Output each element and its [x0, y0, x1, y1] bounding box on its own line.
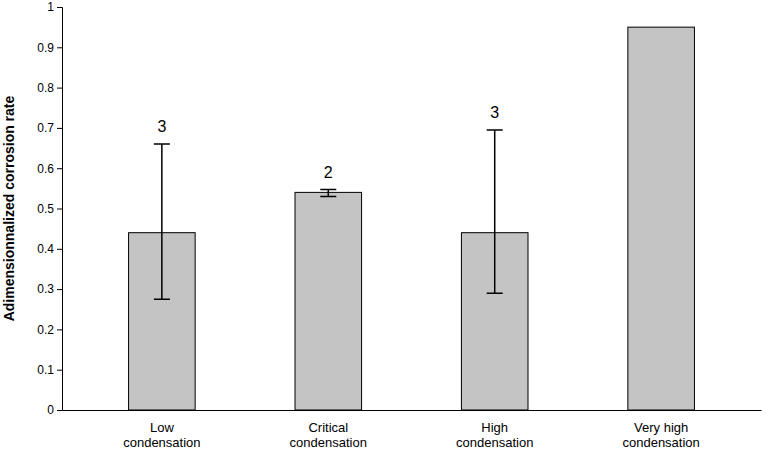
- x-tick: Very highcondensation: [622, 410, 699, 450]
- x-tick-label-line: condensation: [290, 435, 367, 450]
- y-axis-title: Adimensionnalized corrosion rate: [1, 95, 17, 321]
- y-tick: 1: [47, 0, 62, 14]
- x-tick-label-line: condensation: [123, 435, 200, 450]
- y-axis-line: [57, 8, 63, 411]
- x-tick-label-line: Low: [150, 420, 174, 435]
- y-tick-label: 1: [47, 0, 54, 14]
- y-tick-mark: [57, 47, 62, 48]
- y-tick: 0.8: [37, 81, 62, 95]
- bar: [628, 27, 695, 410]
- y-tick: 0.7: [37, 121, 62, 135]
- y-tick-mark: [57, 209, 62, 210]
- y-tick-mark: [57, 128, 62, 129]
- y-tick-label: 0.5: [37, 202, 54, 216]
- error-bar: [487, 130, 503, 293]
- x-axis-line: [63, 410, 762, 411]
- y-tick-label: 0.2: [37, 323, 54, 337]
- bar: [295, 192, 362, 410]
- y-tick-label: 0.4: [37, 242, 54, 256]
- y-tick-mark: [57, 370, 62, 371]
- x-axis: LowcondensationCriticalcondensationHighc…: [63, 410, 762, 450]
- y-tick-label: 0.9: [37, 41, 54, 55]
- y-tick: 0: [47, 403, 62, 417]
- y-tick: 0.1: [37, 363, 62, 377]
- sample-size: 3: [157, 118, 166, 135]
- y-tick: 0.9: [37, 41, 62, 55]
- x-tick-label: Highcondensation: [456, 420, 533, 451]
- y-tick: 0.6: [37, 162, 62, 176]
- x-tick: Lowcondensation: [123, 410, 200, 450]
- x-tick-label: Very highcondensation: [622, 420, 699, 451]
- marks: [129, 27, 695, 410]
- y-tick-mark: [57, 7, 62, 8]
- y-tick-label: 0: [47, 403, 54, 417]
- x-tick-label: Criticalcondensation: [290, 420, 367, 451]
- y-tick-label: 0.6: [37, 162, 54, 176]
- x-tick-label-line: High: [481, 420, 508, 435]
- y-tick: 0.4: [37, 242, 62, 256]
- y-tick-label: 0.1: [37, 363, 54, 377]
- x-tick: Criticalcondensation: [290, 410, 367, 450]
- chart: 32300.10.20.30.40.50.60.70.80.91Lowconde…: [0, 0, 767, 464]
- x-tick-label-line: condensation: [456, 435, 533, 450]
- error-bar: [154, 144, 170, 299]
- y-tick-mark: [57, 88, 62, 89]
- sample-size: 3: [490, 104, 499, 121]
- y-tick: 0.3: [37, 282, 62, 296]
- x-tick-label: Lowcondensation: [123, 420, 200, 451]
- y-tick-mark: [57, 410, 62, 411]
- y-tick: 0.5: [37, 202, 62, 216]
- y-tick-label: 0.3: [37, 282, 54, 296]
- y-axis: 0 0.1 0.2 0.3 0.4 0.5 0.6 0.7 0.8 0.9 1: [37, 0, 62, 417]
- error-bar: [320, 190, 336, 197]
- x-tick-label-line: Critical: [308, 420, 348, 435]
- x-tick-label-line: condensation: [622, 435, 699, 450]
- y-tick-mark: [57, 289, 62, 290]
- y-tick-mark: [57, 249, 62, 250]
- x-tick: Highcondensation: [456, 410, 533, 450]
- y-tick-mark: [57, 329, 62, 330]
- sample-size: 2: [324, 164, 333, 181]
- x-tick-label-line: Very high: [634, 420, 688, 435]
- y-tick-label: 0.8: [37, 81, 54, 95]
- y-tick-mark: [57, 168, 62, 169]
- y-tick-label: 0.7: [37, 121, 54, 135]
- plot: 32300.10.20.30.40.50.60.70.80.91Lowconde…: [37, 0, 761, 450]
- y-tick: 0.2: [37, 323, 62, 337]
